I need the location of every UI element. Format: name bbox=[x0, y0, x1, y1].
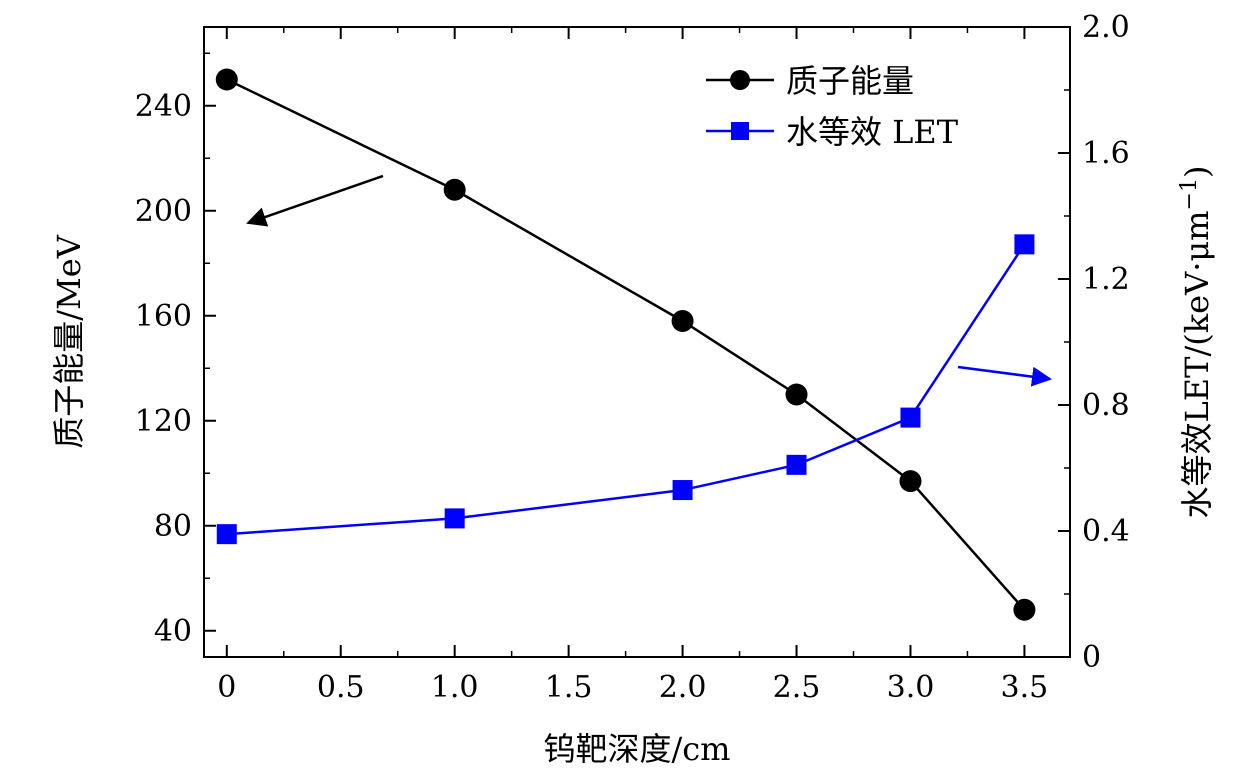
data-point-energy bbox=[671, 310, 694, 332]
left-y-axis-ticks: 40 80 120 160 200 240 bbox=[135, 52, 216, 649]
data-point-energy bbox=[899, 470, 922, 493]
data-point-let bbox=[1014, 234, 1035, 255]
legend-label-energy: 质子能量 bbox=[786, 62, 914, 100]
x-tick-label: 0 bbox=[217, 670, 236, 705]
right-y-tick-label: 2.0 bbox=[1082, 10, 1130, 45]
right-y-axis-title-main: 水等效LET/(keV·μm bbox=[1178, 210, 1216, 518]
left-y-tick-label: 80 bbox=[154, 509, 192, 544]
legend-item-energy: 质子能量 bbox=[706, 62, 914, 100]
right-y-axis-title-sup: −1 bbox=[1177, 178, 1202, 210]
x-tick-label: 3.0 bbox=[887, 670, 935, 705]
left-axis-indicator-arrow bbox=[246, 174, 384, 227]
left-y-tick-label: 160 bbox=[135, 299, 192, 334]
x-tick-label: 2.5 bbox=[773, 670, 821, 705]
right-y-tick-label: 0 bbox=[1082, 640, 1101, 675]
left-y-tick-label: 40 bbox=[154, 614, 192, 649]
data-point-let bbox=[900, 407, 921, 428]
right-y-axis-title-close: ) bbox=[1178, 166, 1216, 178]
data-point-energy bbox=[1013, 598, 1036, 621]
x-axis-ticks: 0 0.5 1.0 1.5 2.0 2.5 3.0 3.5 bbox=[217, 27, 1048, 705]
right-axis-indicator-arrow bbox=[957, 365, 1052, 387]
legend: 质子能量 水等效 LET bbox=[706, 62, 959, 151]
series-line-1 bbox=[226, 243, 1026, 536]
data-point-let bbox=[216, 524, 237, 545]
left-y-tick-label: 120 bbox=[135, 404, 192, 439]
x-tick-label: 1.5 bbox=[545, 670, 593, 705]
right-y-axis-title: 水等效LET/(keV·μm−1) bbox=[1177, 166, 1216, 519]
left-y-tick-label: 200 bbox=[135, 194, 192, 229]
right-y-tick-label: 1.2 bbox=[1082, 262, 1130, 297]
right-y-tick-label: 0.8 bbox=[1082, 388, 1130, 423]
right-y-tick-label: 1.6 bbox=[1082, 136, 1130, 171]
x-axis-title: 钨靶深度/cm bbox=[543, 730, 730, 768]
data-point-let bbox=[672, 480, 693, 501]
right-y-tick-label: 0.4 bbox=[1082, 514, 1130, 549]
data-point-energy bbox=[443, 178, 466, 201]
x-tick-label: 0.5 bbox=[317, 670, 365, 705]
right-y-axis-ticks: 0 0.4 0.8 1.2 1.6 2.0 bbox=[1058, 10, 1130, 675]
legend-label-let: 水等效 LET bbox=[786, 113, 959, 151]
x-tick-label: 3.5 bbox=[1001, 670, 1049, 705]
legend-item-let: 水等效 LET bbox=[706, 113, 959, 151]
data-point-energy bbox=[785, 383, 808, 406]
legend-marker-let bbox=[731, 122, 749, 140]
legend-marker-energy bbox=[730, 70, 750, 90]
data-point-let bbox=[786, 454, 807, 475]
series-line-0 bbox=[226, 78, 1026, 611]
x-tick-label: 1.0 bbox=[431, 670, 479, 705]
x-tick-label: 2.0 bbox=[659, 670, 707, 705]
data-point-energy bbox=[215, 68, 238, 91]
series-layer bbox=[215, 68, 1036, 621]
left-y-tick-label: 240 bbox=[135, 89, 192, 124]
left-y-axis-title: 质子能量/MeV bbox=[50, 234, 88, 448]
data-point-let bbox=[444, 508, 465, 529]
